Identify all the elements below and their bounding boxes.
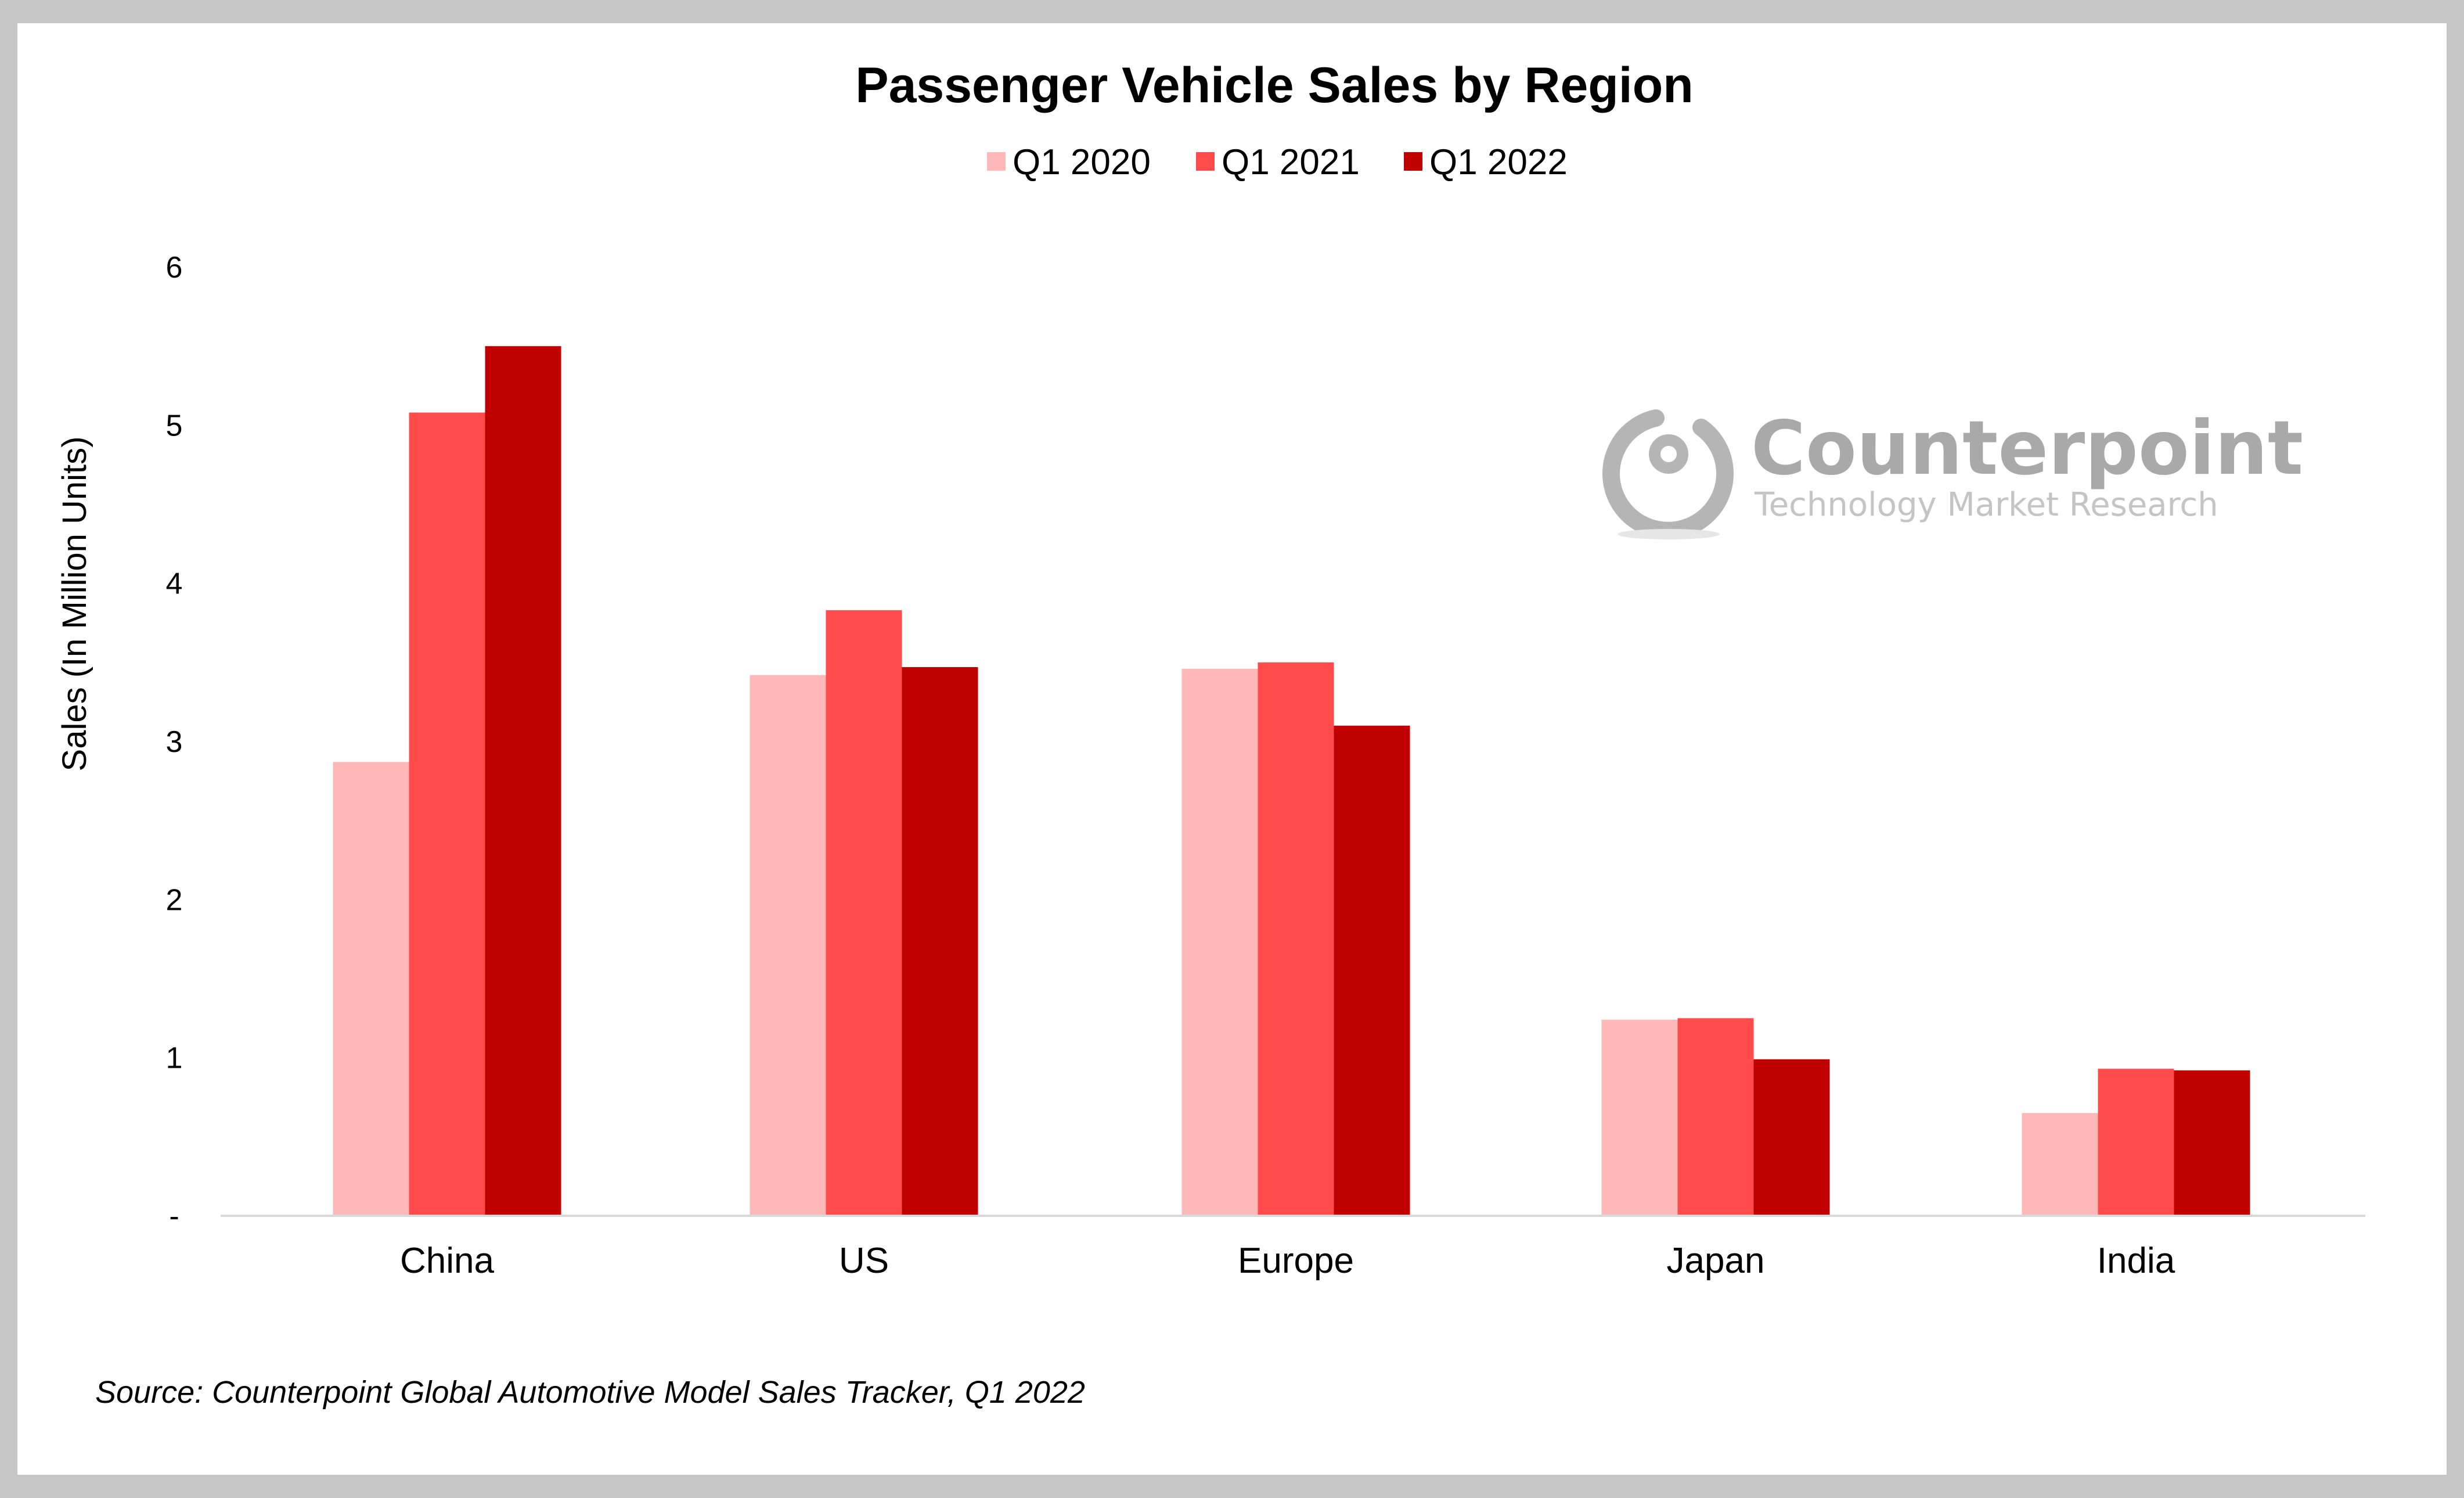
bar-group-japan <box>1601 1018 1830 1216</box>
legend-swatch <box>987 152 1006 171</box>
bar-us-q1-2020 <box>750 675 826 1216</box>
bar-group-europe <box>1181 662 1410 1216</box>
legend-item: Q1 2021 <box>1196 142 1360 182</box>
logo-name: Counterpoint <box>1751 405 2303 492</box>
y-tick-label: 2 <box>166 883 183 917</box>
x-tick-label: Japan <box>1667 1241 1765 1281</box>
bar-japan-q1-2022 <box>1753 1059 1830 1216</box>
legend-item: Q1 2022 <box>1404 142 1568 182</box>
x-tick-label: US <box>839 1241 889 1281</box>
bar-india-q1-2022 <box>2174 1070 2250 1216</box>
bars <box>333 346 2250 1216</box>
source-note: Source: Counterpoint Global Automotive M… <box>95 1375 1085 1410</box>
counterpoint-logo: Counterpoint Technology Market Research <box>1602 405 2303 539</box>
bar-china-q1-2021 <box>409 412 485 1216</box>
x-tick-label: China <box>400 1241 495 1281</box>
chart-title: Passenger Vehicle Sales by Region <box>855 57 1694 113</box>
bar-china-q1-2022 <box>485 346 561 1216</box>
logo-tagline: Technology Market Research <box>1754 486 2218 524</box>
bar-group-us <box>750 610 978 1216</box>
legend-swatch <box>1404 152 1422 171</box>
y-tick-label: 4 <box>166 567 183 601</box>
x-axis-labels: China US Europe Japan India <box>400 1241 2175 1281</box>
y-tick-label: - <box>169 1200 179 1233</box>
bar-europe-q1-2021 <box>1258 662 1334 1216</box>
legend-label: Q1 2022 <box>1429 142 1568 182</box>
bar-japan-q1-2020 <box>1601 1020 1678 1216</box>
legend-label: Q1 2020 <box>1013 142 1151 182</box>
bar-japan-q1-2021 <box>1677 1018 1754 1216</box>
legend-item: Q1 2020 <box>987 142 1151 182</box>
bar-us-q1-2021 <box>826 610 902 1216</box>
y-tick-label: 5 <box>166 409 183 442</box>
bar-us-q1-2022 <box>902 667 978 1216</box>
bar-group-india <box>2022 1068 2250 1216</box>
y-tick-label: 1 <box>166 1042 183 1075</box>
x-tick-label: Europe <box>1238 1241 1354 1281</box>
legend-swatch <box>1196 152 1215 171</box>
y-tick-label: 6 <box>166 251 183 285</box>
counterpoint-logo-icon <box>1602 409 1734 539</box>
y-axis-label: Sales (In Million Units) <box>56 437 93 772</box>
bar-group-china <box>333 346 561 1216</box>
y-tick-label: 3 <box>166 725 183 759</box>
bar-china-q1-2020 <box>333 762 409 1216</box>
bar-europe-q1-2022 <box>1334 725 1410 1216</box>
bar-india-q1-2020 <box>2022 1112 2098 1216</box>
x-tick-label: India <box>2097 1241 2175 1281</box>
bar-europe-q1-2020 <box>1181 668 1258 1216</box>
legend: Q1 2020 Q1 2021 Q1 2022 <box>987 142 1568 182</box>
legend-label: Q1 2021 <box>1222 142 1360 182</box>
bar-india-q1-2021 <box>2098 1068 2174 1216</box>
y-axis-ticks: - 1 2 3 4 5 6 <box>166 251 183 1233</box>
